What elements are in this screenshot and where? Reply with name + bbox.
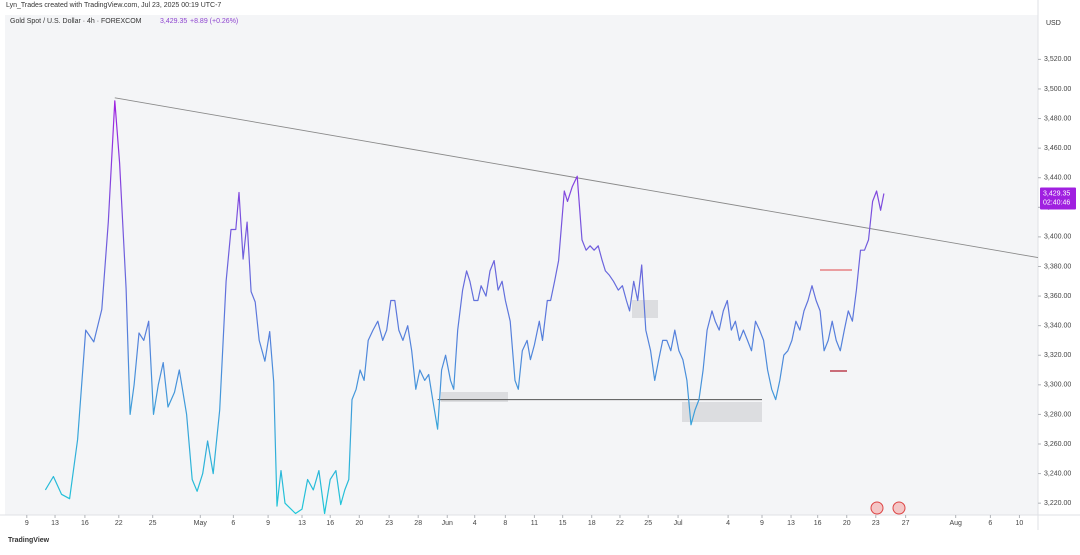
x-tick-label: 25	[149, 520, 157, 527]
event-icon	[870, 501, 884, 515]
x-tick-label: May	[194, 520, 208, 527]
y-tick-label: 3,460.00	[1044, 145, 1071, 152]
x-tick-label: 9	[266, 520, 270, 527]
x-tick-label: 13	[51, 520, 59, 527]
x-tick-label: 20	[843, 520, 851, 527]
credit: Lyn_Trades created with TradingView.com,…	[6, 2, 221, 9]
x-tick-label: 6	[988, 520, 992, 527]
brand: TradingView	[8, 537, 50, 544]
x-tick-label: 23	[872, 520, 880, 527]
x-tick-label: 6	[231, 520, 235, 527]
x-tick-label: 16	[81, 520, 89, 527]
x-tick-label: 10	[1016, 520, 1024, 527]
y-tick-label: 3,280.00	[1044, 411, 1071, 418]
y-tick-label: 3,340.00	[1044, 322, 1071, 329]
x-tick-label: 9	[760, 520, 764, 527]
y-tick-label: 3,480.00	[1044, 115, 1071, 122]
y-tick-label: 3,240.00	[1044, 470, 1071, 477]
x-tick-label: 27	[902, 520, 910, 527]
x-tick-label: 22	[616, 520, 624, 527]
x-tick-label: 16	[814, 520, 822, 527]
x-tick-label: 18	[588, 520, 596, 527]
zone-box	[441, 392, 508, 402]
y-tick-label: 3,400.00	[1044, 234, 1071, 241]
x-tick-label: 16	[326, 520, 334, 527]
event-icon	[892, 501, 906, 515]
y-tick-label: 3,380.00	[1044, 263, 1071, 270]
y-tick-label: 3,500.00	[1044, 86, 1071, 93]
x-tick-label: Aug	[949, 520, 962, 527]
x-tick-label: 28	[414, 520, 422, 527]
y-tick-label: 3,440.00	[1044, 175, 1071, 182]
x-tick-label: 13	[787, 520, 795, 527]
y-tick-label: 3,320.00	[1044, 352, 1071, 359]
y-tick-label: 3,220.00	[1044, 500, 1071, 507]
x-tick-label: 4	[473, 520, 477, 527]
x-tick-label: Jul	[674, 520, 683, 527]
countdown: 02:40:46	[1043, 199, 1070, 206]
x-tick-label: 11	[531, 520, 538, 527]
x-tick-label: 9	[25, 520, 29, 527]
last-price-label: 3,429.35	[1043, 190, 1070, 197]
currency: USD	[1046, 20, 1061, 27]
symbol: Gold Spot / U.S. Dollar · 4h · FOREXCOM	[10, 18, 142, 25]
x-tick-label: Jun	[442, 520, 453, 527]
x-tick-label: 15	[559, 520, 567, 527]
x-tick-label: 23	[385, 520, 393, 527]
x-tick-label: 22	[115, 520, 123, 527]
price-line	[44, 100, 885, 515]
x-tick-label: 4	[726, 520, 730, 527]
x-tick-label: 8	[503, 520, 507, 527]
x-tick-label: 25	[644, 520, 652, 527]
x-tick-label: 20	[355, 520, 363, 527]
last-price-box	[1040, 187, 1076, 210]
x-tick-label: 13	[298, 520, 306, 527]
y-tick-label: 3,360.00	[1044, 293, 1071, 300]
price: 3,429.35	[160, 18, 187, 25]
plot-background	[5, 15, 1038, 515]
change: +8.89 (+0.26%)	[190, 18, 238, 25]
y-tick-label: 3,300.00	[1044, 382, 1071, 389]
y-tick-label: 3,520.00	[1044, 56, 1071, 63]
zone-box	[682, 402, 762, 422]
y-tick-label: 3,260.00	[1044, 441, 1071, 448]
